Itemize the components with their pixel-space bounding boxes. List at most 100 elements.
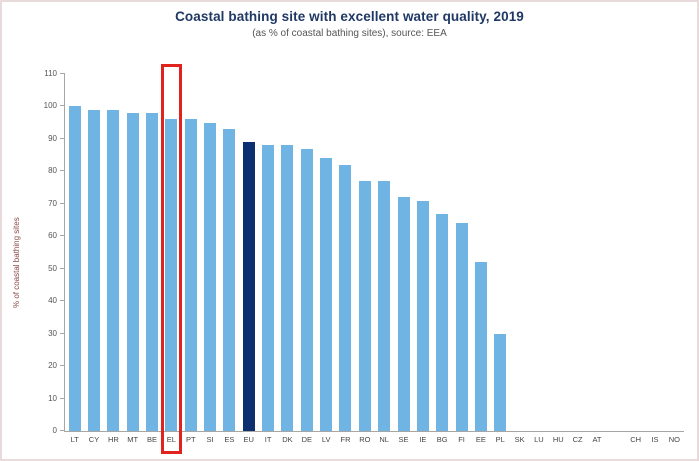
y-tick-label: 0 (52, 426, 57, 435)
bar-slot: NL (375, 74, 394, 444)
y-tick-label: 90 (48, 133, 57, 143)
bar (126, 112, 139, 431)
x-tick-label: NO (668, 435, 680, 444)
bar (358, 181, 371, 431)
bar (223, 129, 236, 431)
y-tick-mark (60, 202, 65, 204)
x-tick-label: SI (206, 435, 214, 444)
bar-slot: DK (278, 74, 297, 444)
y-tick-mark (60, 332, 65, 334)
y-tick-mark (60, 300, 65, 302)
x-tick-label: CH (630, 435, 642, 444)
y-tick-label: 70 (48, 198, 57, 208)
bar (300, 148, 313, 431)
y-tick-mark (60, 235, 65, 237)
bar (416, 200, 429, 431)
bar (107, 109, 120, 431)
bar-slot: MT (123, 74, 142, 444)
eu-bar (242, 142, 255, 431)
x-tick-label: PL (495, 435, 505, 444)
bar-slot: LU (529, 74, 548, 444)
bar-slot: AT (587, 74, 606, 444)
x-tick-label: SK (514, 435, 525, 444)
x-tick-label: FI (458, 435, 465, 444)
bar-slot: LV (316, 74, 335, 444)
bar-slot: EU (239, 74, 258, 444)
bar-slot: SE (394, 74, 413, 444)
bar (184, 119, 197, 431)
x-tick-label: FR (340, 435, 351, 444)
x-tick-label: DK (282, 435, 293, 444)
bar-slot: NO (665, 74, 684, 444)
y-tick-label: 110 (44, 69, 57, 78)
x-tick-label: LV (321, 435, 331, 444)
y-tick-mark (60, 73, 65, 74)
bar (204, 122, 217, 431)
y-tick-mark (60, 105, 65, 107)
x-tick-label: HR (107, 435, 119, 444)
x-tick-label: CY (88, 435, 100, 444)
y-tick-mark (60, 397, 65, 399)
x-tick-label: IS (651, 435, 659, 444)
x-tick-label: LU (534, 435, 544, 444)
y-tick-mark (60, 365, 65, 367)
x-tick-label: MT (127, 435, 139, 444)
x-tick-label: IT (264, 435, 272, 444)
bar (494, 333, 507, 431)
bar-slot: LT (65, 74, 84, 444)
y-tick-label: 40 (48, 296, 57, 306)
bar (378, 181, 391, 431)
x-tick-label: NL (379, 435, 389, 444)
x-tick-label: EL (166, 435, 176, 444)
bar (436, 213, 449, 431)
x-tick-label: HU (552, 435, 564, 444)
bar-slot: BG (433, 74, 452, 444)
x-tick-label: BG (436, 435, 448, 444)
y-tick-label: 30 (48, 328, 57, 338)
bar (339, 164, 352, 431)
bar-slot: HR (104, 74, 123, 444)
bar-slot: IT (258, 74, 277, 444)
bar-slot: IE (413, 74, 432, 444)
bar-slot: SK (510, 74, 529, 444)
bar-slot: HU (549, 74, 568, 444)
x-tick-label: SE (398, 435, 409, 444)
y-tick-label: 80 (48, 166, 57, 176)
y-tick-label: 100 (43, 101, 57, 111)
chart-subtitle: (as % of coastal bathing sites), source:… (252, 28, 447, 39)
bar-slot: CY (84, 74, 103, 444)
bar (165, 119, 178, 431)
bar-slot: EE (471, 74, 490, 444)
chart-header: Coastal bathing site with excellent wate… (2, 9, 697, 39)
bar-slot: PL (491, 74, 510, 444)
y-tick-mark (60, 430, 65, 431)
bar-slot: FR (336, 74, 355, 444)
y-tick-label: 60 (48, 231, 57, 241)
bar-slot: SI (200, 74, 219, 444)
bar (397, 197, 410, 431)
y-tick-mark (60, 170, 65, 172)
bar (320, 158, 333, 431)
bar-slot: RO (355, 74, 374, 444)
bar-slot: IS (645, 74, 664, 444)
bar (262, 145, 275, 431)
x-tick-label: LT (70, 435, 79, 444)
plot-area: LT CY HR MT BE EL PT SI ES EU IT DK DE LV FR RO NL SE IE BG… (44, 64, 684, 454)
bar-slot: EL (160, 64, 182, 454)
x-tick-label: DE (301, 435, 312, 444)
bar (146, 112, 159, 431)
bar (281, 145, 294, 431)
bar (68, 106, 81, 431)
bar (88, 109, 100, 431)
x-tick-label: AT (592, 435, 602, 444)
x-tick-label: CZ (572, 435, 583, 444)
y-tick-mark (60, 267, 65, 269)
y-tick-mark (60, 137, 65, 139)
y-axis-title: % of coastal bathing sites (12, 217, 21, 308)
x-tick-label: RO (359, 435, 371, 444)
x-tick-label: PT (185, 435, 196, 444)
bar-slot: FI (452, 74, 471, 444)
x-tick-label: EU (243, 435, 254, 444)
y-tick-label: 50 (48, 263, 57, 273)
